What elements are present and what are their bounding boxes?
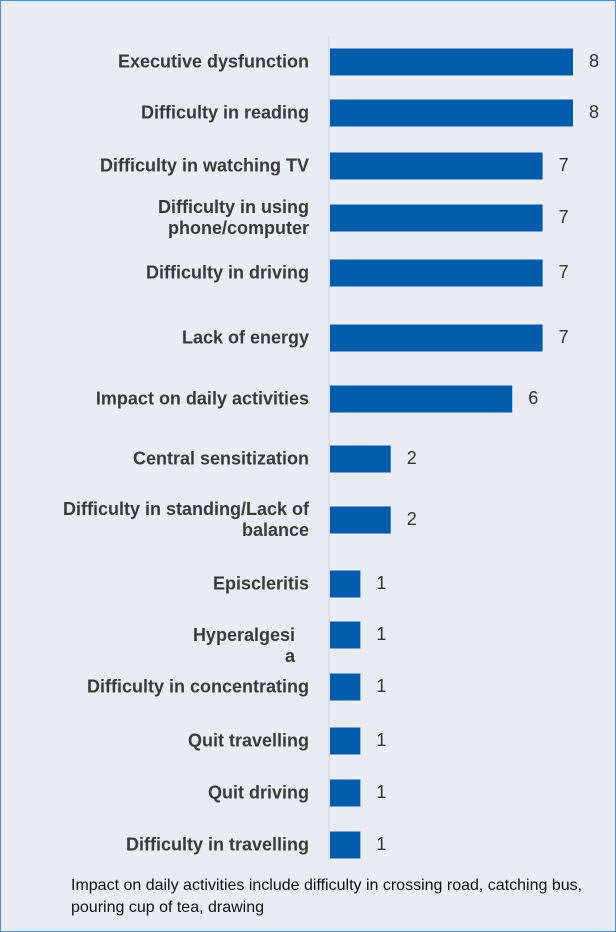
bar [330,385,513,413]
bar [330,621,361,649]
value-label: 1 [376,730,386,750]
value-label: 7 [559,327,569,347]
bar [330,152,543,180]
category-label: Difficulty in watching TV [99,155,309,176]
category-label: Difficulty in reading [140,102,309,123]
bar [330,445,391,473]
category-label: Episcleritis [212,573,309,594]
bar [330,48,573,76]
value-label: 1 [376,624,386,644]
value-label: 1 [376,782,386,802]
bar [330,99,573,127]
category-label: Difficulty in standing/Lack of balance [62,499,309,540]
category-label: Difficulty in driving [145,262,309,283]
bar [330,506,391,534]
bar [330,259,543,287]
value-label: 7 [559,207,569,227]
footnote: Impact on daily activities include diffi… [71,877,583,916]
category-label: Difficulty in using phone/computer [158,197,309,238]
value-label: 2 [407,448,417,468]
category-label: Executive dysfunction [117,51,309,72]
value-label: 1 [376,676,386,696]
bar [330,204,543,232]
bar [330,324,543,352]
value-label: 8 [589,102,599,122]
value-label: 6 [528,388,538,408]
bar [330,831,361,859]
category-label: Lack of energy [181,327,309,348]
category-label: Difficulty in concentrating [86,676,309,697]
bar [330,673,361,701]
category-label: Quit driving [208,782,309,803]
value-label: 2 [407,509,417,529]
value-label: 8 [589,51,599,71]
value-label: 1 [376,573,386,593]
bar [330,570,361,598]
category-label: Quit travelling [187,730,309,751]
category-label: Hyperalgesi a [192,625,295,666]
bar [330,727,361,755]
category-label: Central sensitization [132,448,309,469]
value-label: 1 [376,834,386,854]
bar [330,779,361,807]
value-label: 7 [559,155,569,175]
value-label: 7 [559,262,569,282]
category-label: Difficulty in travelling [125,834,309,855]
category-label: Impact on daily activities [95,388,309,409]
